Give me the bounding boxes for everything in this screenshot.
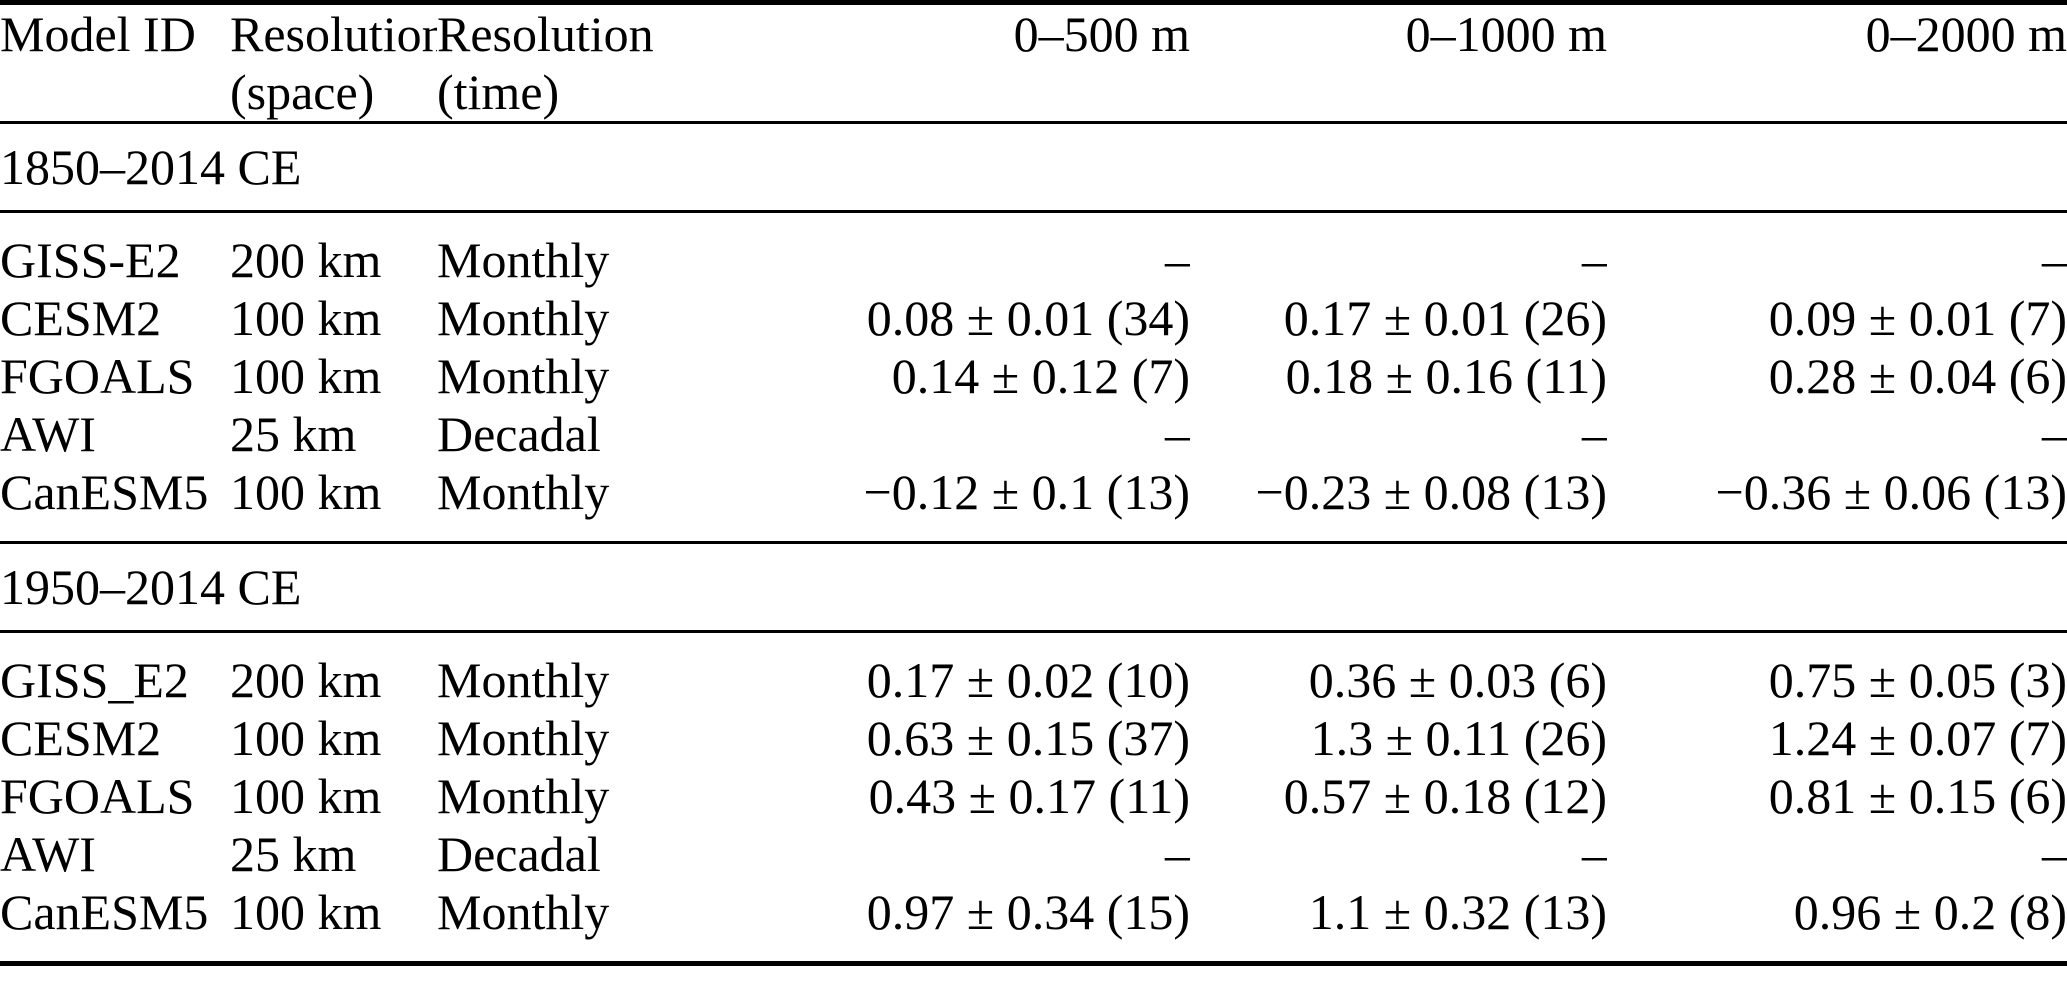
cell-resolution-time: Decadal: [437, 406, 601, 462]
header-line: (space): [230, 64, 375, 120]
cell-resolution-time: Monthly: [437, 768, 610, 824]
section-1950-2014: 1950–2014 CE GISS_E2 200 km Monthly 0.17…: [0, 541, 2067, 964]
column-header-depth-0-2000: 0–2000 m: [1607, 3, 2067, 123]
cell-resolution-space: 100 km: [230, 884, 382, 940]
table-row: FGOALS 100 km Monthly 0.14 ± 0.12 (7) 0.…: [0, 347, 2067, 405]
cell-depth-0-2000: –: [2042, 826, 2067, 882]
header-line: 0–1000 m: [1405, 6, 1607, 62]
cell-depth-0-500: –: [1165, 826, 1190, 882]
cell-depth-0-500: –: [1165, 406, 1190, 462]
cell-depth-0-2000: 0.81 ± 0.15 (6): [1768, 768, 2067, 824]
cell-model-id: GISS-E2: [0, 232, 181, 288]
model-results-table: Model ID Resolution (space) Resolution (…: [0, 0, 2067, 966]
table-row: CanESM5 100 km Monthly 0.97 ± 0.34 (15) …: [0, 883, 2067, 964]
cell-resolution-space: 200 km: [230, 232, 382, 288]
header-line: Resolution: [230, 6, 437, 62]
cell-depth-0-2000: 1.24 ± 0.07 (7): [1768, 710, 2067, 766]
cell-resolution-space: 25 km: [230, 826, 357, 882]
cell-model-id: CanESM5: [0, 464, 209, 520]
table-row: GISS-E2 200 km Monthly – – –: [0, 212, 2067, 290]
cell-depth-0-2000: −0.36 ± 0.06 (13): [1715, 464, 2067, 520]
header-line: 0–2000 m: [1865, 6, 2067, 62]
section-header-row: 1850–2014 CE: [0, 121, 2067, 213]
cell-depth-0-2000: –: [2042, 406, 2067, 462]
column-header-depth-0-500: 0–500 m: [745, 3, 1190, 123]
cell-model-id: CESM2: [0, 710, 162, 766]
cell-depth-0-500: 0.08 ± 0.01 (34): [866, 290, 1190, 346]
cell-depth-0-1000: 1.3 ± 0.11 (26): [1310, 710, 1607, 766]
cell-depth-0-1000: 0.18 ± 0.16 (11): [1285, 348, 1607, 404]
cell-model-id: AWI: [0, 826, 96, 882]
cell-resolution-time: Monthly: [437, 232, 610, 288]
cell-depth-0-1000: −0.23 ± 0.08 (13): [1255, 464, 1607, 520]
cell-model-id: AWI: [0, 406, 96, 462]
cell-model-id: FGOALS: [0, 348, 195, 404]
table-row: CESM2 100 km Monthly 0.08 ± 0.01 (34) 0.…: [0, 289, 2067, 347]
cell-depth-0-500: −0.12 ± 0.1 (13): [863, 464, 1190, 520]
cell-depth-0-500: 0.63 ± 0.15 (37): [866, 710, 1190, 766]
table-header: Model ID Resolution (space) Resolution (…: [0, 3, 2067, 123]
header-line: (time): [437, 64, 560, 120]
table-row: GISS_E2 200 km Monthly 0.17 ± 0.02 (10) …: [0, 632, 2067, 710]
cell-model-id: GISS_E2: [0, 652, 189, 708]
section-title: 1850–2014 CE: [0, 121, 2067, 213]
table-row: AWI 25 km Decadal – – –: [0, 405, 2067, 463]
table-row: AWI 25 km Decadal – – –: [0, 825, 2067, 883]
cell-depth-0-2000: 0.28 ± 0.04 (6): [1768, 348, 2067, 404]
cell-resolution-time: Monthly: [437, 884, 610, 940]
table-row: CESM2 100 km Monthly 0.63 ± 0.15 (37) 1.…: [0, 709, 2067, 767]
cell-resolution-space: 100 km: [230, 710, 382, 766]
cell-depth-0-1000: 1.1 ± 0.32 (13): [1308, 884, 1607, 940]
section-header-row: 1950–2014 CE: [0, 541, 2067, 633]
cell-model-id: CESM2: [0, 290, 162, 346]
section-title: 1950–2014 CE: [0, 541, 2067, 633]
column-header-resolution-time: Resolution (time): [437, 3, 745, 123]
cell-depth-0-2000: –: [2042, 232, 2067, 288]
cell-depth-0-500: –: [1165, 232, 1190, 288]
cell-resolution-time: Monthly: [437, 710, 610, 766]
cell-depth-0-2000: 0.09 ± 0.01 (7): [1768, 290, 2067, 346]
column-header-model-id: Model ID: [0, 3, 230, 123]
cell-model-id: FGOALS: [0, 768, 195, 824]
table-row: CanESM5 100 km Monthly −0.12 ± 0.1 (13) …: [0, 463, 2067, 543]
cell-depth-0-1000: 0.36 ± 0.03 (6): [1308, 652, 1607, 708]
cell-depth-0-1000: –: [1582, 232, 1607, 288]
cell-depth-0-1000: 0.57 ± 0.18 (12): [1283, 768, 1607, 824]
cell-resolution-time: Monthly: [437, 348, 610, 404]
cell-depth-0-2000: 0.75 ± 0.05 (3): [1768, 652, 2067, 708]
cell-resolution-space: 200 km: [230, 652, 382, 708]
cell-resolution-space: 100 km: [230, 348, 382, 404]
section-1850-2014: 1850–2014 CE GISS-E2 200 km Monthly – – …: [0, 121, 2067, 543]
cell-resolution-time: Monthly: [437, 652, 610, 708]
cell-resolution-time: Monthly: [437, 464, 610, 520]
cell-depth-0-1000: 0.17 ± 0.01 (26): [1283, 290, 1607, 346]
cell-resolution-time: Decadal: [437, 826, 601, 882]
column-header-depth-0-1000: 0–1000 m: [1190, 3, 1607, 123]
column-header-resolution-space: Resolution (space): [230, 3, 437, 123]
cell-resolution-space: 25 km: [230, 406, 357, 462]
header-line: Resolution: [437, 6, 654, 62]
header-row: Model ID Resolution (space) Resolution (…: [0, 3, 2067, 123]
cell-depth-0-2000: 0.96 ± 0.2 (8): [1793, 884, 2067, 940]
cell-resolution-space: 100 km: [230, 464, 382, 520]
cell-resolution-space: 100 km: [230, 290, 382, 346]
cell-depth-0-500: 0.14 ± 0.12 (7): [891, 348, 1190, 404]
cell-depth-0-500: 0.17 ± 0.02 (10): [866, 652, 1190, 708]
cell-model-id: CanESM5: [0, 884, 209, 940]
cell-resolution-time: Monthly: [437, 290, 610, 346]
header-line: Model ID: [0, 6, 196, 62]
header-line: 0–500 m: [1013, 6, 1190, 62]
cell-depth-0-500: 0.97 ± 0.34 (15): [866, 884, 1190, 940]
cell-depth-0-500: 0.43 ± 0.17 (11): [868, 768, 1190, 824]
cell-resolution-space: 100 km: [230, 768, 382, 824]
cell-depth-0-1000: –: [1582, 406, 1607, 462]
table-row: FGOALS 100 km Monthly 0.43 ± 0.17 (11) 0…: [0, 767, 2067, 825]
cell-depth-0-1000: –: [1582, 826, 1607, 882]
